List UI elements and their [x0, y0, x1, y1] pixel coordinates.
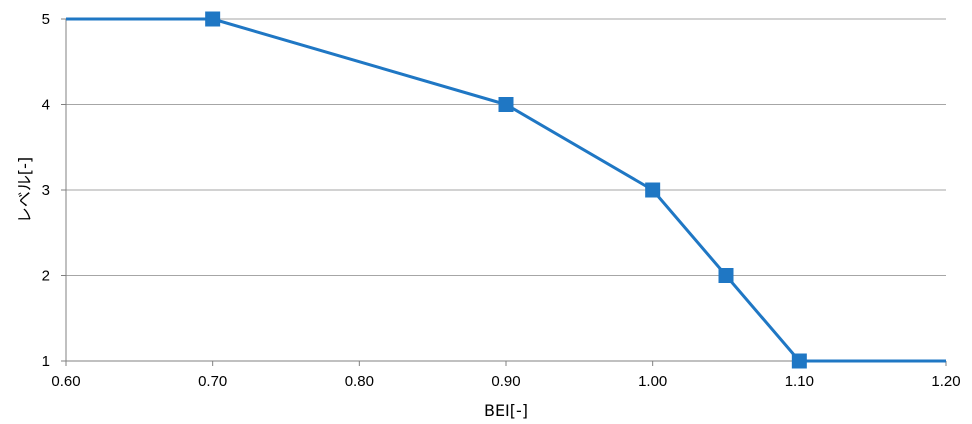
x-tick-label: 1.10 — [785, 373, 814, 390]
y-axis-label: レベル[-] — [15, 157, 34, 223]
data-point-marker — [718, 268, 734, 283]
data-point-marker — [791, 353, 807, 369]
data-point-marker — [498, 97, 514, 112]
x-tick-label: 1.20 — [931, 373, 960, 390]
y-tick-label: 2 — [42, 268, 50, 285]
x-tick-label: 0.70 — [198, 373, 227, 390]
x-tick-label: 1.00 — [638, 373, 667, 390]
x-tick-label: 0.80 — [345, 373, 374, 390]
data-point-marker — [205, 11, 221, 27]
y-tick-label: 1 — [42, 353, 50, 370]
x-tick-label: 0.60 — [51, 373, 80, 390]
y-tick-label: 5 — [42, 11, 50, 28]
x-tick-label: 0.90 — [491, 373, 520, 390]
y-tick-label: 4 — [42, 97, 50, 114]
data-point-marker — [645, 182, 661, 198]
x-axis-label: BEI[-] — [484, 401, 528, 420]
axes — [61, 18, 947, 366]
y-tick-label: 3 — [42, 182, 50, 199]
grid-lines — [66, 18, 946, 276]
y-tick-labels: 1 2 3 4 5 — [42, 11, 50, 370]
series — [66, 11, 946, 369]
x-tick-labels: 0.60 0.70 0.80 0.90 1.00 1.10 1.20 — [51, 373, 960, 390]
